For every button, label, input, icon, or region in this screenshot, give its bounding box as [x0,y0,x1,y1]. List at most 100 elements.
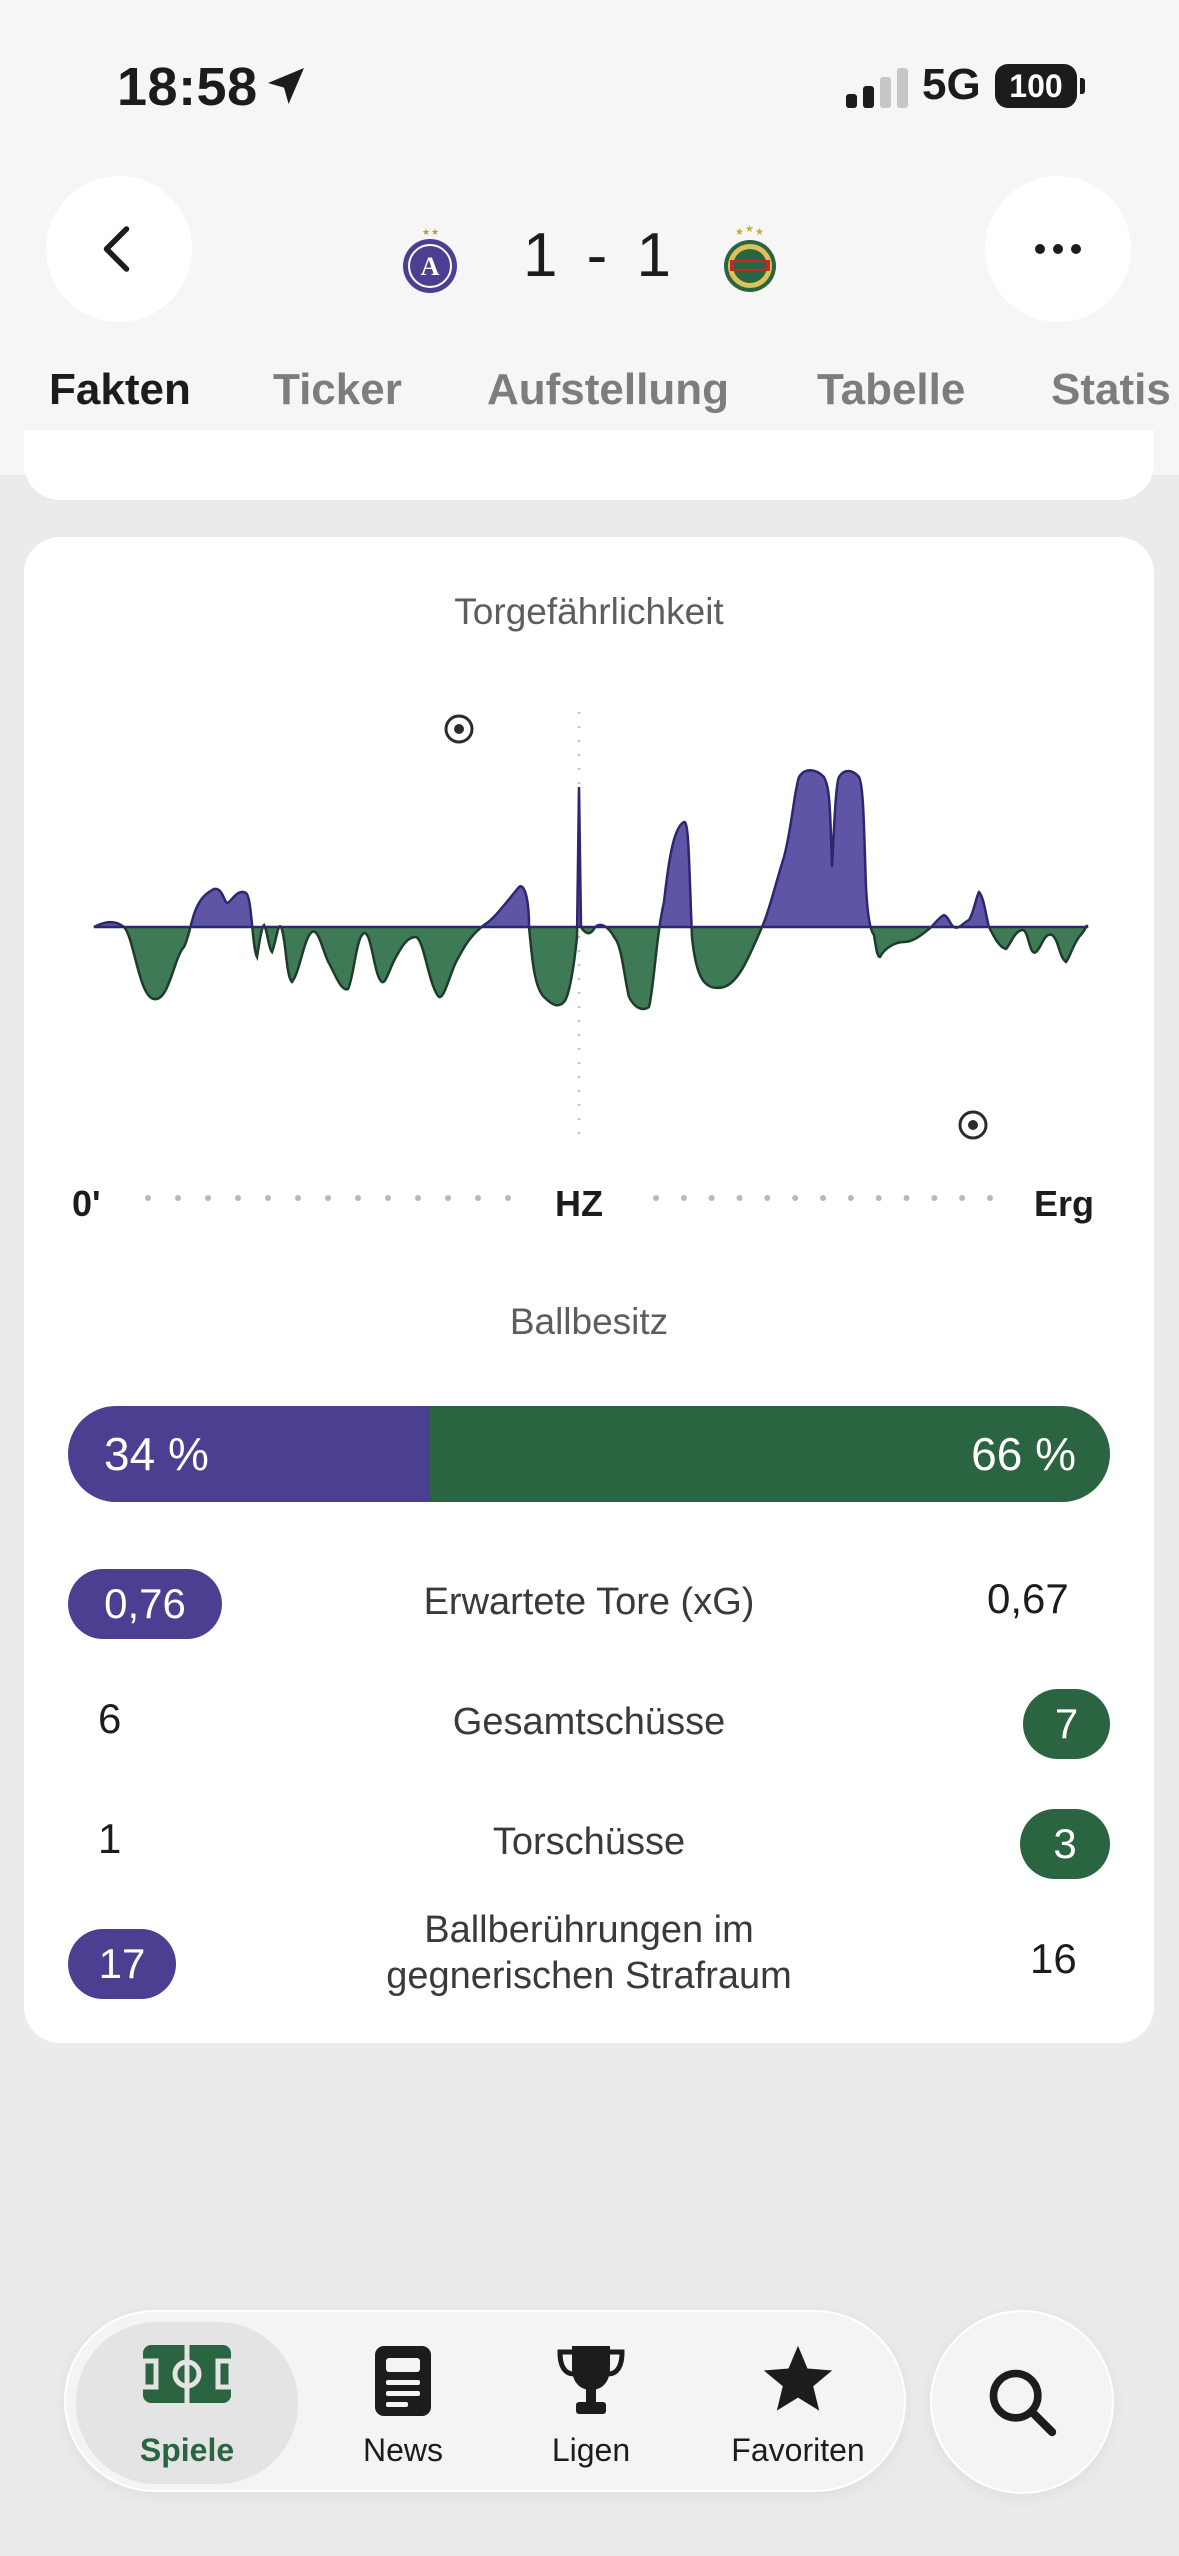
stat-home-value: 0,76 [68,1569,222,1639]
momentum-area-home [93,769,1089,927]
stat-away-value: 7 [1023,1689,1110,1759]
svg-text:★: ★ [431,227,439,237]
chevron-left-icon [103,226,130,272]
battery-icon: 100 [995,64,1077,108]
axis-dot [235,1195,241,1201]
stat-away-value: 3 [1020,1809,1110,1879]
previous-card-bottom [24,430,1154,500]
svg-text:★: ★ [735,227,744,238]
battery-tip [1080,78,1085,94]
possession-home-bar: 34 % [68,1406,442,1502]
axis-dot [385,1195,391,1201]
possession-away-bar: 66 % [430,1406,1110,1502]
nav-label: News [362,2432,443,2468]
axis-dot [736,1195,743,1201]
tab-fakten[interactable]: Fakten [49,365,191,414]
axis-dot [708,1195,715,1201]
stat-away-value: 0,67 [987,1575,1069,1622]
stat-label: Erwartete Tore (xG) [423,1581,755,1623]
pitch-icon [140,2345,234,2403]
axis-dot [680,1195,687,1201]
possession-home-value: 34 % [104,1428,209,1480]
momentum-chart[interactable] [24,537,1154,1237]
stat-row-total-shots[interactable]: 6 Gesamtschüsse 7 [24,1681,1154,1767]
more-options-button[interactable] [985,176,1131,322]
status-time: 18:58 [117,57,258,117]
nav-item-ligen[interactable]: Ligen [512,2312,670,2494]
axis-dot [931,1195,938,1201]
axis-dot [847,1195,854,1201]
axis-end-label: Erg [1034,1183,1095,1224]
axis-dots [145,1195,993,1201]
goal-marker-away [958,1110,988,1140]
nav-item-favoriten[interactable]: Favoriten [698,2312,898,2494]
axis-dot [445,1195,451,1201]
ellipsis-icon [1035,244,1081,254]
stat-label: Ballberührungen im gegnerischen Strafrau… [386,1909,792,1997]
svg-text:★: ★ [422,227,430,237]
star-icon [763,2345,833,2411]
stat-label: Gesamtschüsse [452,1701,726,1743]
search-button[interactable] [930,2310,1114,2494]
nav-label: Favoriten [731,2432,865,2468]
tab-ticker[interactable]: Ticker [273,365,402,414]
stat-row-xg[interactable]: 0,76 Erwartete Tore (xG) 0,67 [24,1561,1154,1647]
tab-statistiken[interactable]: Statis [1051,365,1171,414]
home-team-crest[interactable]: ★ ★ A [400,226,460,296]
axis-dot [903,1195,910,1201]
axis-dot [355,1195,361,1201]
stat-home-value: 6 [98,1695,122,1742]
tab-aufstellung[interactable]: Aufstellung [487,365,729,414]
stat-label: Torschüsse [492,1821,686,1863]
possession-title: Ballbesitz [509,1301,669,1342]
stat-home-value: 17 [68,1929,176,1999]
location-arrow-icon [268,68,304,104]
axis-dot [505,1195,511,1201]
news-icon [375,2346,431,2416]
nav-label: Ligen [551,2432,631,2468]
search-icon [989,2369,1057,2437]
header-area: 18:58 5G 100 ★ ★ A 1 - 1 ★ ★ ★ [0,0,1179,475]
goal-marker-home [444,714,474,744]
status-bar: 18:58 5G 100 [0,0,1179,170]
facts-card: Torgefährlichkeit 0' HZ Erg Ballbesitz 3… [24,537,1154,2043]
axis-dot [653,1195,659,1201]
bottom-tab-bar: Spiele News Ligen Favoriten [64,2310,906,2492]
back-button[interactable] [46,176,192,322]
momentum-title: Torgefährlichkeit [454,591,724,632]
svg-text:★: ★ [745,224,754,235]
stat-row-shots-on-target[interactable]: 1 Torschüsse 3 [24,1801,1154,1887]
network-type: 5G [922,60,981,109]
axis-dot [415,1195,421,1201]
axis-start-label: 0' [72,1183,101,1224]
axis-dot [475,1195,481,1201]
axis-dot [875,1195,882,1201]
away-team-crest[interactable]: ★ ★ ★ [720,224,780,294]
axis-dot [792,1195,799,1201]
stat-home-value: 1 [98,1815,122,1862]
axis-dot [265,1195,271,1201]
svg-text:★: ★ [755,227,764,238]
match-score: 1 - 1 [522,221,678,290]
trophy-icon [557,2346,625,2414]
axis-dot [820,1195,826,1201]
match-tabs: Fakten Ticker Aufstellung Tabelle Statis [0,365,1179,435]
axis-dot [959,1195,966,1201]
possession-away-value: 66 % [971,1428,1076,1480]
axis-halftime-label: HZ [555,1183,603,1224]
svg-text:A: A [421,252,440,281]
axis-dot [764,1195,771,1201]
nav-label: Spiele [139,2432,235,2468]
axis-dot [987,1195,993,1201]
momentum-area-away [94,927,1089,1011]
nav-item-spiele[interactable]: Spiele [76,2322,298,2484]
signal-icon [846,68,908,108]
axis-dot [295,1195,301,1201]
stat-row-box-touches[interactable]: 17 Ballberührungen im gegnerischen Straf… [24,1909,1154,2007]
axis-dot [205,1195,211,1201]
nav-item-news[interactable]: News [324,2312,482,2494]
axis-dot [325,1195,331,1201]
axis-dot [145,1195,151,1201]
tab-tabelle[interactable]: Tabelle [817,365,966,414]
stat-away-value: 16 [1030,1935,1077,1982]
